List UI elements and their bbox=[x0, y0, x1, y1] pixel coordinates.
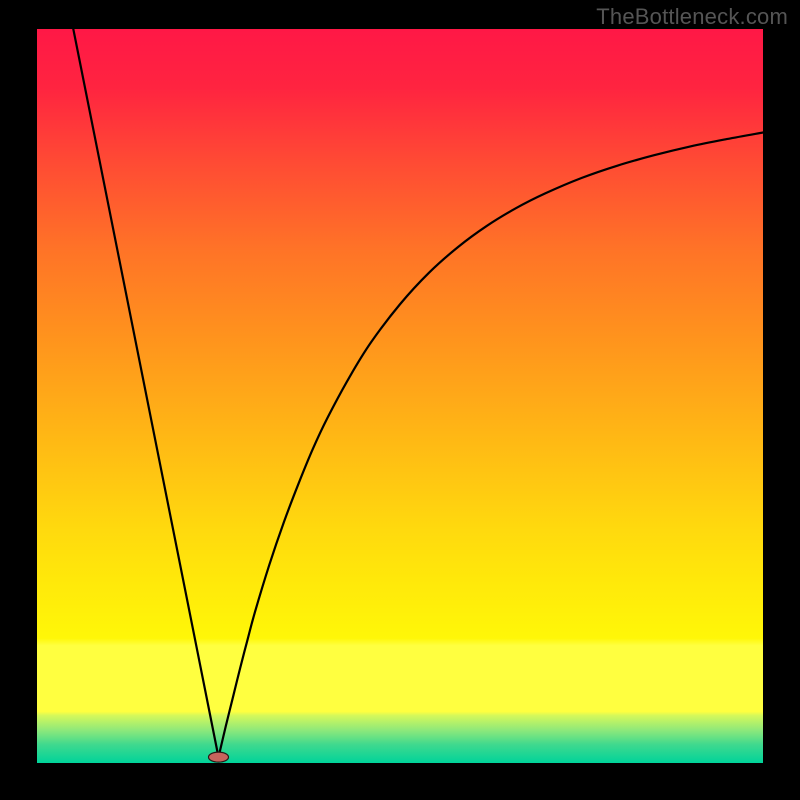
chart-frame: TheBottleneck.com bbox=[0, 0, 800, 800]
watermark-text: TheBottleneck.com bbox=[596, 4, 788, 30]
vertex-marker bbox=[209, 752, 229, 762]
bottleneck-chart bbox=[37, 29, 763, 763]
